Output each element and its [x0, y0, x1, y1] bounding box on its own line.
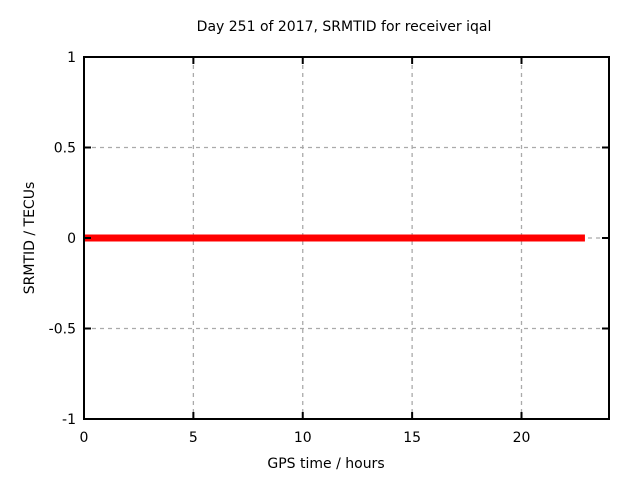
y-tick-label: 1	[67, 50, 76, 66]
x-tick-label: 15	[403, 430, 421, 446]
x-tick-label: 20	[513, 430, 531, 446]
y-tick-label: 0.5	[54, 141, 76, 157]
x-tick-label: 10	[294, 430, 312, 446]
chart-title: Day 251 of 2017, SRMTID for receiver iqa…	[197, 19, 492, 35]
y-tick-label: -0.5	[49, 322, 76, 338]
x-tick-label: 0	[80, 430, 89, 446]
y-axis-label: SRMTID / TECUs	[22, 182, 38, 295]
y-tick-label: 0	[67, 231, 76, 247]
y-tick-label: -1	[62, 412, 76, 428]
x-tick-label: 5	[189, 430, 198, 446]
tick-label-layer: 0 5 10 15 20 -1 -0.5 0 0.5 1	[49, 50, 531, 446]
x-axis-label: GPS time / hours	[267, 456, 384, 472]
frame-layer	[83, 56, 610, 420]
